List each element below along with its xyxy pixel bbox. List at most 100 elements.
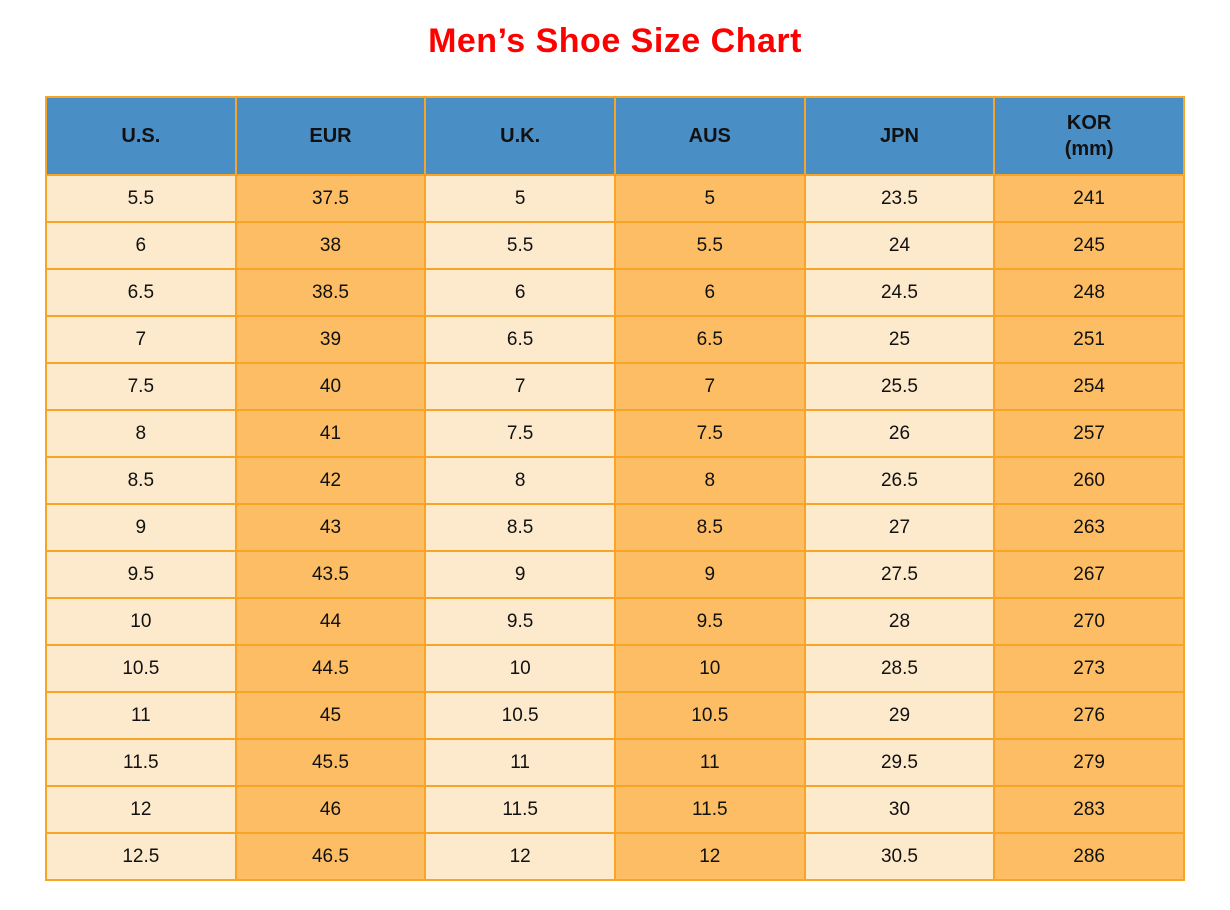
size-cell: 42 bbox=[234, 456, 427, 505]
size-cell: 26 bbox=[803, 409, 996, 458]
header-row: U.S. EUR U.K. AUS JPN KOR (mm) bbox=[45, 96, 1185, 176]
size-cell: 251 bbox=[993, 315, 1185, 364]
size-cell: 8 bbox=[613, 456, 806, 505]
size-cell: 12.5 bbox=[45, 832, 237, 881]
size-cell: 11 bbox=[45, 691, 237, 740]
size-cell: 29.5 bbox=[803, 738, 996, 787]
size-cell: 12 bbox=[613, 832, 806, 881]
column-header-kor: KOR (mm) bbox=[993, 96, 1185, 176]
size-cell: 6 bbox=[613, 268, 806, 317]
table-row: 10 44 9.5 9.5 28 270 bbox=[45, 597, 1185, 646]
size-cell: 29 bbox=[803, 691, 996, 740]
size-cell: 5.5 bbox=[45, 174, 237, 223]
size-cell: 10 bbox=[424, 644, 616, 693]
table-row: 6.5 38.5 6 6 24.5 248 bbox=[45, 268, 1185, 317]
size-cell: 10 bbox=[45, 597, 237, 646]
size-cell: 267 bbox=[993, 550, 1185, 599]
column-header-jpn: JPN bbox=[803, 96, 996, 176]
size-cell: 7.5 bbox=[424, 409, 616, 458]
size-cell: 43.5 bbox=[234, 550, 427, 599]
size-cell: 10.5 bbox=[45, 644, 237, 693]
table-row: 11 45 10.5 10.5 29 276 bbox=[45, 691, 1185, 740]
size-cell: 7.5 bbox=[613, 409, 806, 458]
size-cell: 5.5 bbox=[424, 221, 616, 270]
size-cell: 25.5 bbox=[803, 362, 996, 411]
size-cell: 46.5 bbox=[234, 832, 427, 881]
size-cell: 24 bbox=[803, 221, 996, 270]
size-cell: 5 bbox=[613, 174, 806, 223]
size-cell: 11.5 bbox=[45, 738, 237, 787]
size-cell: 27.5 bbox=[803, 550, 996, 599]
table-row: 8 41 7.5 7.5 26 257 bbox=[45, 409, 1185, 458]
size-table-body: 5.5 37.5 5 5 23.5 241 6 38 5.5 5.5 24 245 6.5 38.5 6 6 2… bbox=[45, 174, 1185, 881]
column-header-label: EUR bbox=[309, 125, 352, 147]
column-header-label: U.S. bbox=[121, 125, 161, 147]
size-cell: 11.5 bbox=[424, 785, 616, 834]
size-cell: 6.5 bbox=[613, 315, 806, 364]
table-row: 10.5 44.5 10 10 28.5 273 bbox=[45, 644, 1185, 693]
column-header-uk: U.K. bbox=[424, 96, 616, 176]
size-cell: 28 bbox=[803, 597, 996, 646]
size-cell: 286 bbox=[993, 832, 1185, 881]
column-header-aus: AUS bbox=[613, 96, 806, 176]
size-cell: 257 bbox=[993, 409, 1185, 458]
size-cell: 6 bbox=[45, 221, 237, 270]
size-cell: 28.5 bbox=[803, 644, 996, 693]
table-row: 6 38 5.5 5.5 24 245 bbox=[45, 221, 1185, 270]
table-row: 7.5 40 7 7 25.5 254 bbox=[45, 362, 1185, 411]
column-header-label: AUS bbox=[688, 125, 731, 147]
size-cell: 8.5 bbox=[45, 456, 237, 505]
size-cell: 10 bbox=[613, 644, 806, 693]
size-cell: 45.5 bbox=[234, 738, 427, 787]
size-cell: 245 bbox=[993, 221, 1185, 270]
size-cell: 27 bbox=[803, 503, 996, 552]
size-cell: 30.5 bbox=[803, 832, 996, 881]
size-cell: 270 bbox=[993, 597, 1185, 646]
size-cell: 9 bbox=[424, 550, 616, 599]
column-header-label: JPN bbox=[880, 125, 919, 147]
size-cell: 40 bbox=[234, 362, 427, 411]
size-cell: 46 bbox=[234, 785, 427, 834]
size-cell: 7 bbox=[45, 315, 237, 364]
column-header-sublabel: (mm) bbox=[1064, 138, 1114, 160]
size-cell: 12 bbox=[424, 832, 616, 881]
size-cell: 254 bbox=[993, 362, 1185, 411]
size-cell: 10.5 bbox=[613, 691, 806, 740]
size-cell: 5 bbox=[424, 174, 616, 223]
size-cell: 24.5 bbox=[803, 268, 996, 317]
table-row: 5.5 37.5 5 5 23.5 241 bbox=[45, 174, 1185, 223]
size-cell: 273 bbox=[993, 644, 1185, 693]
size-cell: 283 bbox=[993, 785, 1185, 834]
size-cell: 241 bbox=[993, 174, 1185, 223]
size-cell: 23.5 bbox=[803, 174, 996, 223]
table-row: 8.5 42 8 8 26.5 260 bbox=[45, 456, 1185, 505]
table-row: 12.5 46.5 12 12 30.5 286 bbox=[45, 832, 1185, 881]
size-cell: 8.5 bbox=[424, 503, 616, 552]
size-cell: 6.5 bbox=[45, 268, 237, 317]
table-row: 11.5 45.5 11 11 29.5 279 bbox=[45, 738, 1185, 787]
size-cell: 11 bbox=[424, 738, 616, 787]
size-cell: 11 bbox=[613, 738, 806, 787]
size-cell: 7 bbox=[613, 362, 806, 411]
page-title: Men’s Shoe Size Chart bbox=[428, 22, 802, 60]
size-cell: 5.5 bbox=[613, 221, 806, 270]
size-cell: 248 bbox=[993, 268, 1185, 317]
size-cell: 9.5 bbox=[613, 597, 806, 646]
size-cell: 25 bbox=[803, 315, 996, 364]
table-row: 7 39 6.5 6.5 25 251 bbox=[45, 315, 1185, 364]
size-cell: 12 bbox=[45, 785, 237, 834]
size-cell: 44 bbox=[234, 597, 427, 646]
column-header-eur: EUR bbox=[234, 96, 427, 176]
table-row: 9.5 43.5 9 9 27.5 267 bbox=[45, 550, 1185, 599]
size-cell: 9.5 bbox=[45, 550, 237, 599]
shoe-size-table: U.S. EUR U.K. AUS JPN KOR (mm) 5.5 37.5 5 5 23.5 24… bbox=[45, 96, 1185, 881]
size-cell: 37.5 bbox=[234, 174, 427, 223]
size-cell: 30 bbox=[803, 785, 996, 834]
size-cell: 10.5 bbox=[424, 691, 616, 740]
size-cell: 6.5 bbox=[424, 315, 616, 364]
column-header-label: U.K. bbox=[500, 125, 541, 147]
table-header: U.S. EUR U.K. AUS JPN KOR (mm) bbox=[45, 96, 1185, 176]
size-cell: 38 bbox=[234, 221, 427, 270]
column-header-label: KOR bbox=[1066, 112, 1112, 134]
shoe-size-table-container: U.S. EUR U.K. AUS JPN KOR (mm) 5.5 37.5 5 5 23.5 24… bbox=[45, 96, 1185, 881]
